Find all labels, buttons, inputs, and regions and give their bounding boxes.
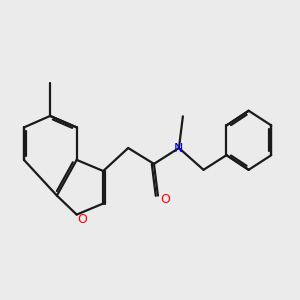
Text: O: O	[78, 213, 88, 226]
Text: O: O	[160, 193, 170, 206]
Text: N: N	[174, 142, 184, 154]
